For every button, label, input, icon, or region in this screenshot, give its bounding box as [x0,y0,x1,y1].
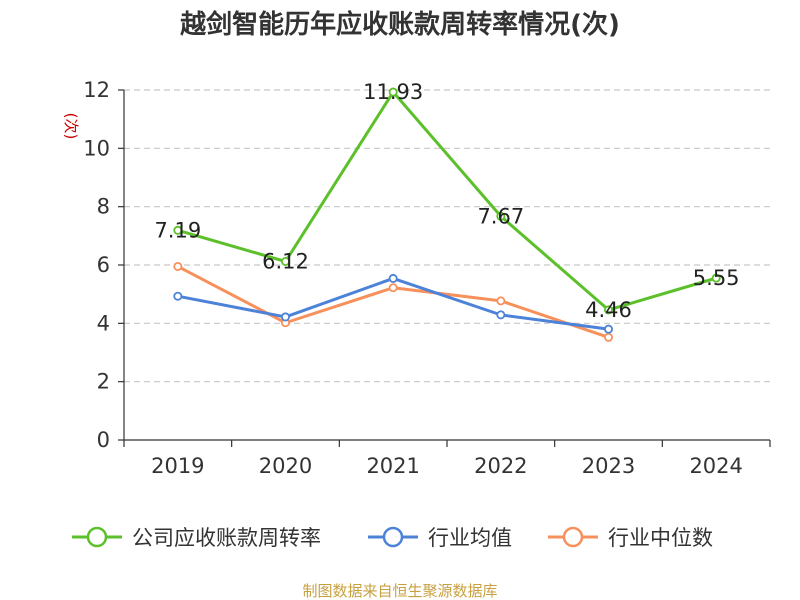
x-tick-label: 2024 [689,454,742,478]
x-tick-label: 2019 [151,454,204,478]
legend: 公司应收账款周转率 行业均值 行业中位数 [72,526,713,550]
data-label: 11.93 [363,80,423,104]
series-lines [173,87,721,342]
data-point [711,273,721,283]
data-point [388,283,398,293]
legend-item[interactable]: 行业中位数 [548,526,713,550]
data-point [280,312,290,322]
source-note: 制图数据来自恒生聚源数据库 [302,582,497,600]
series-0 [173,87,721,315]
y-tick-label: 0 [97,428,110,452]
data-label: 7.19 [154,218,201,242]
chart-title: 越剑智能历年应收账款周转率情况(次) [180,9,620,40]
y-tick-label: 10 [83,136,110,160]
data-label: 5.55 [693,266,740,290]
x-tick-label: 2020 [259,454,312,478]
data-point [604,324,614,334]
data-point [496,310,506,320]
legend-marker [562,526,584,548]
data-label: 4.46 [585,298,632,322]
data-point [604,305,614,315]
data-point [604,332,614,342]
series-1 [173,273,614,334]
axes [118,89,771,447]
data-label: 7.67 [477,204,524,228]
data-point [496,296,506,306]
data-point [173,225,183,235]
series-line [177,90,717,312]
x-tick-labels: 2019 2020 2021 2022 2023 2024 [151,454,743,478]
y-tick-label: 2 [97,370,110,394]
legend-item[interactable]: 公司应收账款周转率 [72,526,321,550]
legend-label: 行业中位数 [608,526,713,550]
grid-lines [124,89,770,383]
legend-marker [382,526,404,548]
data-point [173,261,183,271]
legend-marker [86,526,108,548]
data-labels: 7.19 6.12 11.93 7.67 4.46 5.55 [154,80,739,322]
legend-label: 行业均值 [428,526,512,550]
data-point [280,256,290,266]
y-tick-label: 8 [97,195,110,219]
x-tick-label: 2023 [582,454,635,478]
y-tick-labels: 0 2 4 6 8 10 12 [83,78,110,452]
x-tick-label: 2022 [474,454,527,478]
data-point [388,273,398,283]
data-label: 6.12 [262,250,309,274]
y-tick-label: 4 [97,311,110,335]
data-point [496,211,506,221]
legend-label: 公司应收账款周转率 [132,526,321,550]
data-point [173,291,183,301]
data-point [388,87,398,97]
y-tick-label: 6 [97,253,110,277]
y-tick-label: 12 [83,78,110,102]
x-tick-label: 2021 [366,454,419,478]
legend-item[interactable]: 行业均值 [368,526,512,550]
y-axis-label: (次) [62,113,80,140]
